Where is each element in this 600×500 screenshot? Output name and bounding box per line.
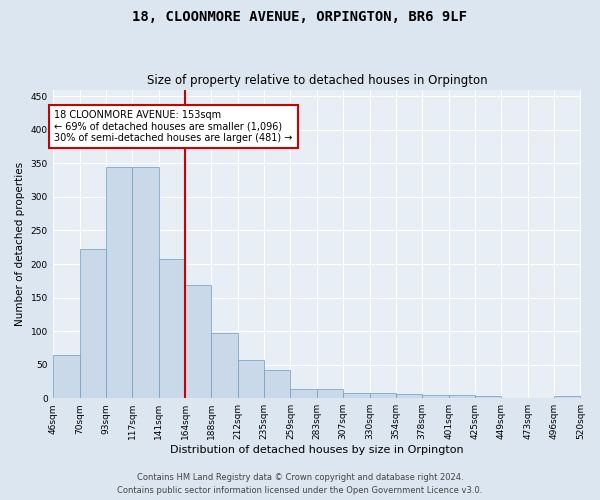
X-axis label: Distribution of detached houses by size in Orpington: Distribution of detached houses by size … xyxy=(170,445,464,455)
Bar xyxy=(185,286,211,398)
Bar xyxy=(264,370,290,398)
Bar xyxy=(211,333,238,398)
Bar xyxy=(106,166,133,398)
Text: 18, CLOONMORE AVENUE, ORPINGTON, BR6 9LF: 18, CLOONMORE AVENUE, ORPINGTON, BR6 9LF xyxy=(133,10,467,24)
Bar xyxy=(370,393,396,398)
Bar xyxy=(238,360,264,398)
Bar xyxy=(475,396,502,398)
Bar xyxy=(422,395,449,398)
Bar xyxy=(396,394,422,398)
Bar xyxy=(80,249,106,398)
Bar xyxy=(554,396,580,398)
Bar xyxy=(290,390,317,398)
Bar xyxy=(343,393,370,398)
Title: Size of property relative to detached houses in Orpington: Size of property relative to detached ho… xyxy=(146,74,487,87)
Bar xyxy=(133,166,158,398)
Bar xyxy=(449,395,475,398)
Y-axis label: Number of detached properties: Number of detached properties xyxy=(15,162,25,326)
Text: 18 CLOONMORE AVENUE: 153sqm
← 69% of detached houses are smaller (1,096)
30% of : 18 CLOONMORE AVENUE: 153sqm ← 69% of det… xyxy=(55,110,293,143)
Bar xyxy=(158,258,185,398)
Bar xyxy=(317,390,343,398)
Bar xyxy=(53,354,80,398)
Text: Contains HM Land Registry data © Crown copyright and database right 2024.
Contai: Contains HM Land Registry data © Crown c… xyxy=(118,474,482,495)
